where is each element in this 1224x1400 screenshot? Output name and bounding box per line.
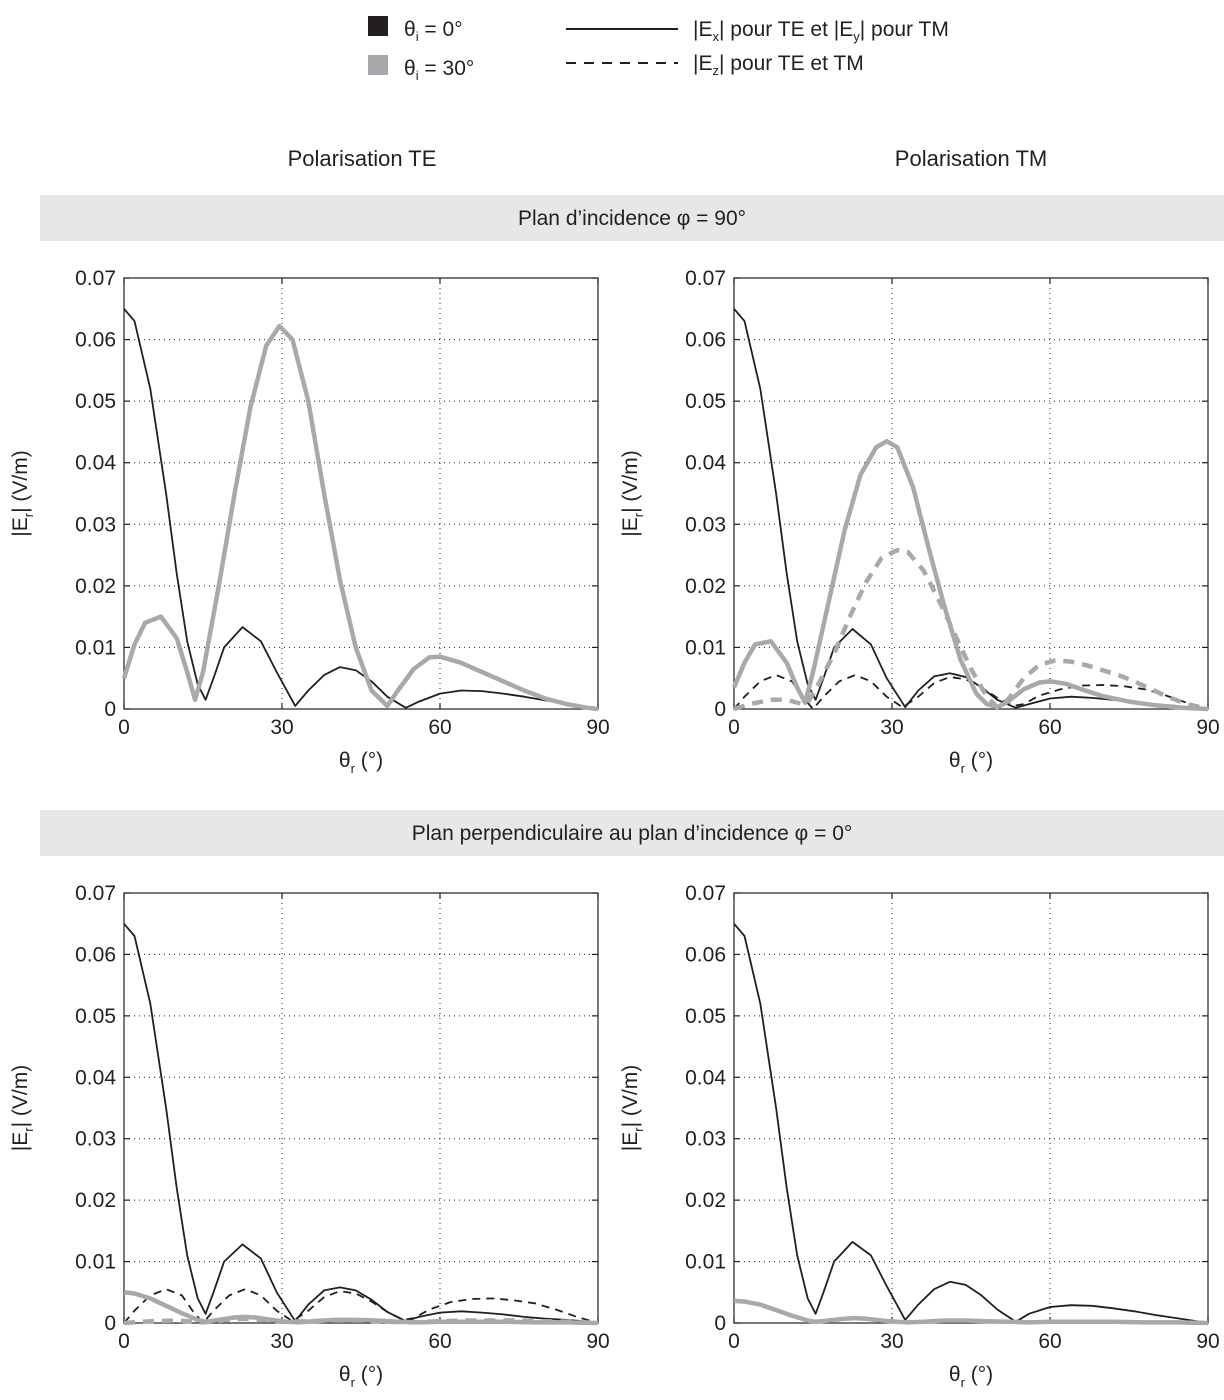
- y-tick-label: 0.07: [75, 882, 116, 905]
- y-tick-label: 0.01: [685, 636, 726, 659]
- y-tick-label: 0.05: [75, 1005, 116, 1028]
- series-gray-dashed: [123, 1316, 599, 1326]
- x-tick-label: 30: [880, 1330, 903, 1353]
- y-tick-label: 0: [104, 698, 116, 721]
- y-tick-label: 0.02: [75, 575, 116, 598]
- column-title-tm: Polarisation TM: [895, 146, 1047, 171]
- y-tick-label: 0.03: [75, 513, 116, 536]
- x-tick-label: 60: [428, 716, 451, 739]
- y-tick-label: 0.04: [685, 1066, 726, 1089]
- series-gray-dashed: [733, 547, 1209, 712]
- x-tick-label: 0: [118, 716, 130, 739]
- y-tick-label: 0: [714, 698, 726, 721]
- x-tick-label: 0: [728, 1330, 740, 1353]
- plot-frame: [733, 892, 1209, 1324]
- legend-style-label-0: |Ex| pour TE et |Ey| pour TM: [693, 18, 949, 44]
- plot-frame: [733, 277, 1209, 710]
- x-axis-label: θr (°): [949, 749, 993, 776]
- y-tick-label: 0.01: [75, 1251, 116, 1274]
- series-gray-solid: [731, 438, 1209, 712]
- plot-frame: [123, 277, 599, 710]
- legend-style-label-1: |Ez| pour TE et TM: [693, 52, 864, 78]
- x-tick-label: 30: [270, 1330, 293, 1353]
- y-tick-label: 0.04: [75, 1066, 116, 1089]
- legend-color-label-0: θi = 0°: [404, 18, 463, 44]
- y-tick-label: 0.01: [75, 636, 116, 659]
- series-black-solid: [733, 308, 1209, 710]
- y-tick-label: 0.03: [685, 1128, 726, 1151]
- x-tick-label: 60: [1038, 716, 1061, 739]
- y-tick-label: 0: [714, 1312, 726, 1335]
- x-tick-label: 30: [270, 716, 293, 739]
- y-tick-label: 0.03: [685, 513, 726, 536]
- y-tick-label: 0.06: [685, 329, 726, 352]
- legend-swatch-black: [368, 16, 388, 36]
- y-tick-label: 0.07: [685, 882, 726, 905]
- series-black-solid: [123, 308, 599, 710]
- chart-tm-phi90: 0 30 60 90 0 0.01 0.02 0.03 0.04 0.05 0.06 0.07 θr (…: [619, 267, 1220, 776]
- panels: 0 30 60 90 0 0.01 0.02 0.03 0.04 0.05 0.06 0.07 θr (…: [9, 267, 1220, 1390]
- chart-te-phi90: 0 30 60 90 0 0.01 0.02 0.03 0.04 0.05 0.06 0.07 θr (…: [9, 267, 610, 776]
- y-tick-label: 0.04: [75, 452, 116, 475]
- series-black-dashed: [123, 1288, 599, 1324]
- y-tick-label: 0.07: [75, 267, 116, 290]
- y-tick-label: 0.05: [685, 390, 726, 413]
- y-axis-label: |Er| (V/m): [619, 1065, 646, 1151]
- y-tick-label: 0.02: [75, 1189, 116, 1212]
- chart-tm-phi0: 0 30 60 90 0 0.01 0.02 0.03 0.04 0.05 0.06 0.07 θr (…: [619, 882, 1220, 1390]
- x-axis-label: θr (°): [339, 749, 383, 776]
- x-tick-label: 0: [118, 1330, 130, 1353]
- band-phi0-label: Plan perpendiculaire au plan d’incidence…: [412, 822, 853, 845]
- series-gray-solid: [121, 323, 599, 712]
- y-tick-label: 0.04: [685, 452, 726, 475]
- legend: θi = 0° θi = 30° |Ex| pour TE et |Ey| po…: [368, 16, 949, 83]
- y-tick-label: 0.05: [75, 390, 116, 413]
- chart-te-phi0: 0 30 60 90 0 0.01 0.02 0.03 0.04 0.05 0.06 0.07 θr (…: [9, 882, 610, 1390]
- x-tick-label: 90: [586, 716, 609, 739]
- x-tick-label: 60: [1038, 1330, 1061, 1353]
- y-tick-label: 0.02: [685, 1189, 726, 1212]
- y-tick-label: 0.05: [685, 1005, 726, 1028]
- legend-color-label-1: θi = 30°: [404, 57, 474, 83]
- band-phi90-label: Plan d’incidence φ = 90°: [518, 207, 746, 230]
- y-tick-label: 0.01: [685, 1251, 726, 1274]
- y-tick-label: 0.06: [75, 943, 116, 966]
- y-tick-label: 0.06: [75, 329, 116, 352]
- series-black-solid: [123, 923, 599, 1324]
- column-title-te: Polarisation TE: [288, 146, 437, 171]
- y-axis-label: |Er| (V/m): [619, 450, 646, 536]
- y-axis-label: |Er| (V/m): [9, 1065, 36, 1151]
- x-axis-label: θr (°): [949, 1363, 993, 1390]
- band-phi90-bg: [40, 195, 1224, 241]
- x-tick-label: 90: [586, 1330, 609, 1353]
- x-tick-label: 60: [428, 1330, 451, 1353]
- legend-swatch-gray: [368, 55, 388, 75]
- series-gray-solid: [733, 1298, 1209, 1326]
- y-tick-label: 0: [104, 1312, 116, 1335]
- series-black-solid: [733, 923, 1209, 1324]
- x-tick-label: 30: [880, 716, 903, 739]
- x-tick-label: 90: [1196, 1330, 1219, 1353]
- y-tick-label: 0.02: [685, 575, 726, 598]
- y-axis-label: |Er| (V/m): [9, 450, 36, 536]
- x-tick-label: 0: [728, 716, 740, 739]
- y-tick-label: 0.07: [685, 267, 726, 290]
- x-axis-label: θr (°): [339, 1363, 383, 1390]
- plot-frame: [123, 892, 599, 1324]
- band-phi0-bg: [40, 810, 1224, 856]
- y-tick-label: 0.06: [685, 943, 726, 966]
- y-tick-label: 0.03: [75, 1128, 116, 1151]
- x-tick-label: 90: [1196, 716, 1219, 739]
